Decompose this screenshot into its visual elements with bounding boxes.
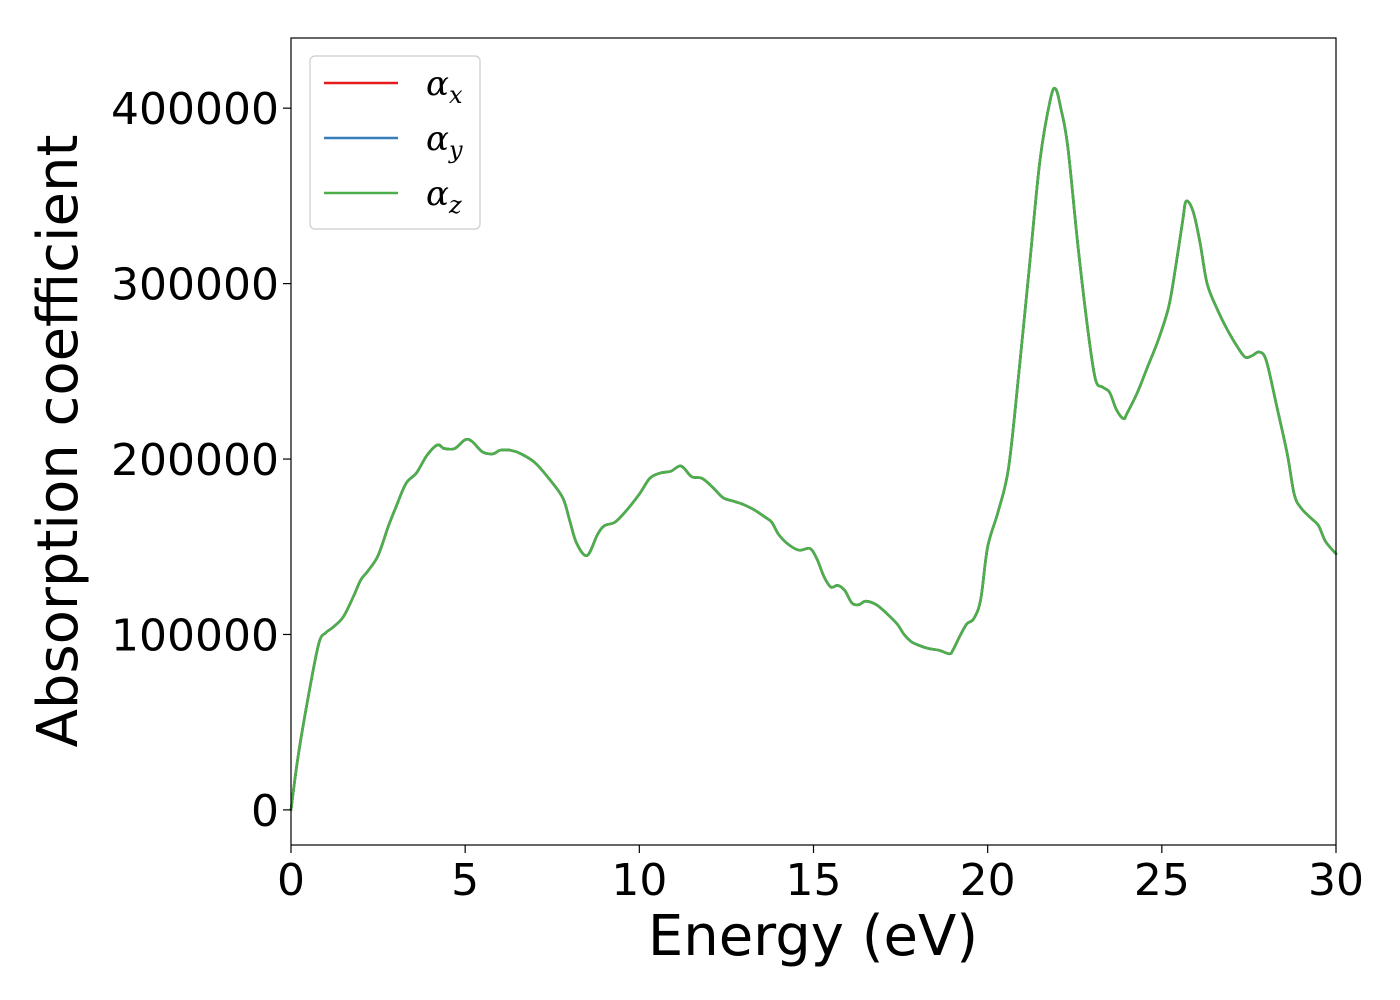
x-axis-label: Energy (eV) (648, 904, 978, 969)
legend-subscript: y (448, 136, 463, 164)
x-tick-label: 25 (1134, 855, 1190, 906)
legend-subscript: z (448, 191, 462, 219)
series-line-3 (289, 86, 1338, 812)
x-tick-label: 0 (277, 855, 305, 906)
y-tick-label: 300000 (111, 260, 279, 311)
x-tick-label: 30 (1308, 855, 1364, 906)
legend-subscript: x (449, 81, 463, 109)
legend-label: αx (426, 64, 463, 109)
y-tick-label: 400000 (111, 84, 279, 135)
y-tick-label: 100000 (111, 610, 279, 661)
legend-box (309, 55, 481, 230)
y-tick-label: 200000 (111, 435, 279, 486)
y-tick-label: 0 (251, 786, 279, 837)
x-tick-label: 15 (786, 855, 842, 906)
y-axis-label: Absorption coefficient (26, 135, 91, 748)
x-tick-label: 20 (960, 855, 1016, 906)
y-axis: 0 100000 200000 300000 400000 (111, 84, 291, 837)
legend-symbol: α (426, 174, 449, 214)
x-tick-label: 10 (611, 855, 667, 906)
series-layer (289, 86, 1338, 812)
x-tick-label: 5 (451, 855, 479, 906)
legend-symbol: α (426, 119, 449, 159)
legend-symbol: α (426, 64, 449, 104)
x-axis: 0 5 10 15 20 25 30 (277, 845, 1364, 906)
legend-label: αz (426, 174, 462, 219)
legend-label: αy (426, 119, 463, 164)
